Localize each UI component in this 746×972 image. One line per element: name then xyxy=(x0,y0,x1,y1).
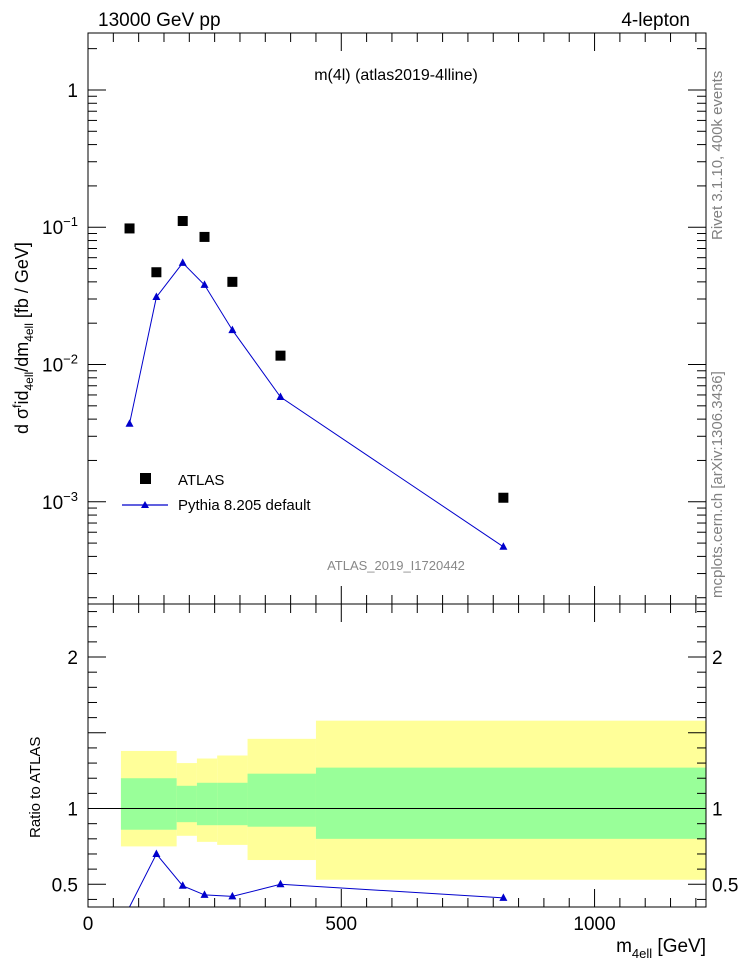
main-y-tick-label: 1 xyxy=(67,81,78,102)
atlas-point xyxy=(275,350,286,361)
ratio-y-tick-label: 0.5 xyxy=(52,875,78,896)
ratio-y-tick-label-right: 1 xyxy=(712,800,723,821)
xlabel-m: m xyxy=(616,936,632,957)
ylabel-slash-dm: /dm xyxy=(12,342,32,372)
side-label-upper: Rivet 3.1.10, 400k events xyxy=(709,71,726,240)
stat-uncertainty-band xyxy=(315,767,706,839)
ratio-point xyxy=(276,879,285,888)
stat-uncertainty-band xyxy=(217,782,248,826)
main-y-axis-label: d σfid4ell/dm4ell [fb / GeV] xyxy=(10,242,36,434)
legend: ATLAS Pythia 8.205 default xyxy=(122,472,311,514)
stat-uncertainty-band xyxy=(247,773,316,827)
ratio-y-tick-label-right: 0.5 xyxy=(712,875,738,896)
ylabel-unit: [fb / GeV] xyxy=(12,242,32,323)
ylabel-sub-4ell: 4ell xyxy=(22,372,36,391)
ratio-point xyxy=(152,849,161,857)
atlas-point xyxy=(151,267,162,278)
ylabel-sigma: σ xyxy=(12,408,32,419)
ratio-plot-ticks: 0.5 0.5 1 1 2 2 0 500 1000 xyxy=(52,604,738,935)
ratio-point xyxy=(228,891,237,900)
xlabel-sub: 4ell xyxy=(632,946,652,961)
main-y-tick-label: 10−3 xyxy=(42,489,78,514)
ratio-plot-frame xyxy=(87,603,707,908)
legend-pythia-marker xyxy=(141,501,149,508)
main-y-tick-label: 10−2 xyxy=(42,352,78,377)
ratio-uncertainty-bands xyxy=(88,720,706,880)
ratio-y-tick-label: 1 xyxy=(67,800,78,821)
plot-title: m(4l) (atlas2019-4lline) xyxy=(314,67,478,84)
main-plot-marks xyxy=(124,216,509,550)
x-axis-label: m4ell [GeV] xyxy=(616,936,706,961)
legend-atlas-label: ATLAS xyxy=(178,472,224,489)
pythia-point xyxy=(125,419,134,427)
header-left: 13000 GeV pp xyxy=(98,10,221,31)
ratio-y-tick-label-right: 2 xyxy=(712,648,723,669)
ylabel-sub-4ell-2: 4ell xyxy=(22,323,36,342)
atlas-point xyxy=(199,231,210,242)
ylabel-d: d xyxy=(12,424,32,434)
watermark: ATLAS_2019_I1720442 xyxy=(327,558,465,573)
pythia-point xyxy=(200,280,209,288)
ylabel-sup-f: f xyxy=(10,404,24,408)
ratio-point xyxy=(178,881,187,889)
ylabel-id: id xyxy=(12,391,32,405)
ratio-point xyxy=(200,890,209,898)
xlabel-unit: [GeV] xyxy=(652,936,706,957)
pythia-point xyxy=(228,325,237,334)
main-y-tick-label: 10−1 xyxy=(42,214,78,239)
legend-atlas-marker xyxy=(140,473,151,484)
pythia-point xyxy=(152,292,161,301)
main-plot-panel: 1 10−1 10−2 10−3 m(4l) (atlas2019-4lline) A… xyxy=(10,32,707,605)
pythia-point xyxy=(276,392,285,400)
ratio-plot-marks xyxy=(129,849,508,908)
ratio-plot-panel: 0.5 0.5 1 1 2 2 0 500 1000 Ratio to ATLAS xyxy=(27,603,738,935)
atlas-point xyxy=(177,216,188,227)
stat-uncertainty-band xyxy=(196,782,218,826)
pythia-point xyxy=(499,542,508,550)
pythia-point xyxy=(178,258,187,266)
header-right: 4-lepton xyxy=(621,10,690,31)
stat-uncertainty-band xyxy=(120,778,177,830)
ratio-y-tick-label: 2 xyxy=(67,648,78,669)
atlas-point xyxy=(227,276,238,287)
ratio-y-axis-label: Ratio to ATLAS xyxy=(27,737,44,838)
x-tick-label: 1000 xyxy=(573,914,615,935)
x-tick-label: 0 xyxy=(83,914,94,935)
stat-uncertainty-band xyxy=(176,785,197,823)
x-tick-label: 500 xyxy=(325,914,357,935)
legend-pythia-label: Pythia 8.205 default xyxy=(178,497,311,514)
atlas-point xyxy=(124,223,135,234)
main-plot-ticks: 1 10−1 10−2 10−3 xyxy=(42,33,706,604)
side-label-lower: mcplots.cern.ch [arXiv:1306.3436] xyxy=(709,371,726,598)
ratio-point xyxy=(499,893,508,901)
atlas-point xyxy=(498,492,509,503)
